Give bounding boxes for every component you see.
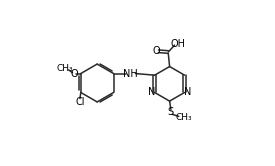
Text: O: O [152,46,160,56]
Text: N: N [148,87,155,97]
Text: S: S [168,107,174,117]
Text: CH₃: CH₃ [56,64,73,73]
Text: CH₃: CH₃ [175,113,192,122]
Text: OH: OH [171,39,186,49]
Text: O: O [70,69,78,79]
Text: N: N [184,87,192,97]
Text: Cl: Cl [75,96,85,107]
Text: NH: NH [123,69,138,79]
